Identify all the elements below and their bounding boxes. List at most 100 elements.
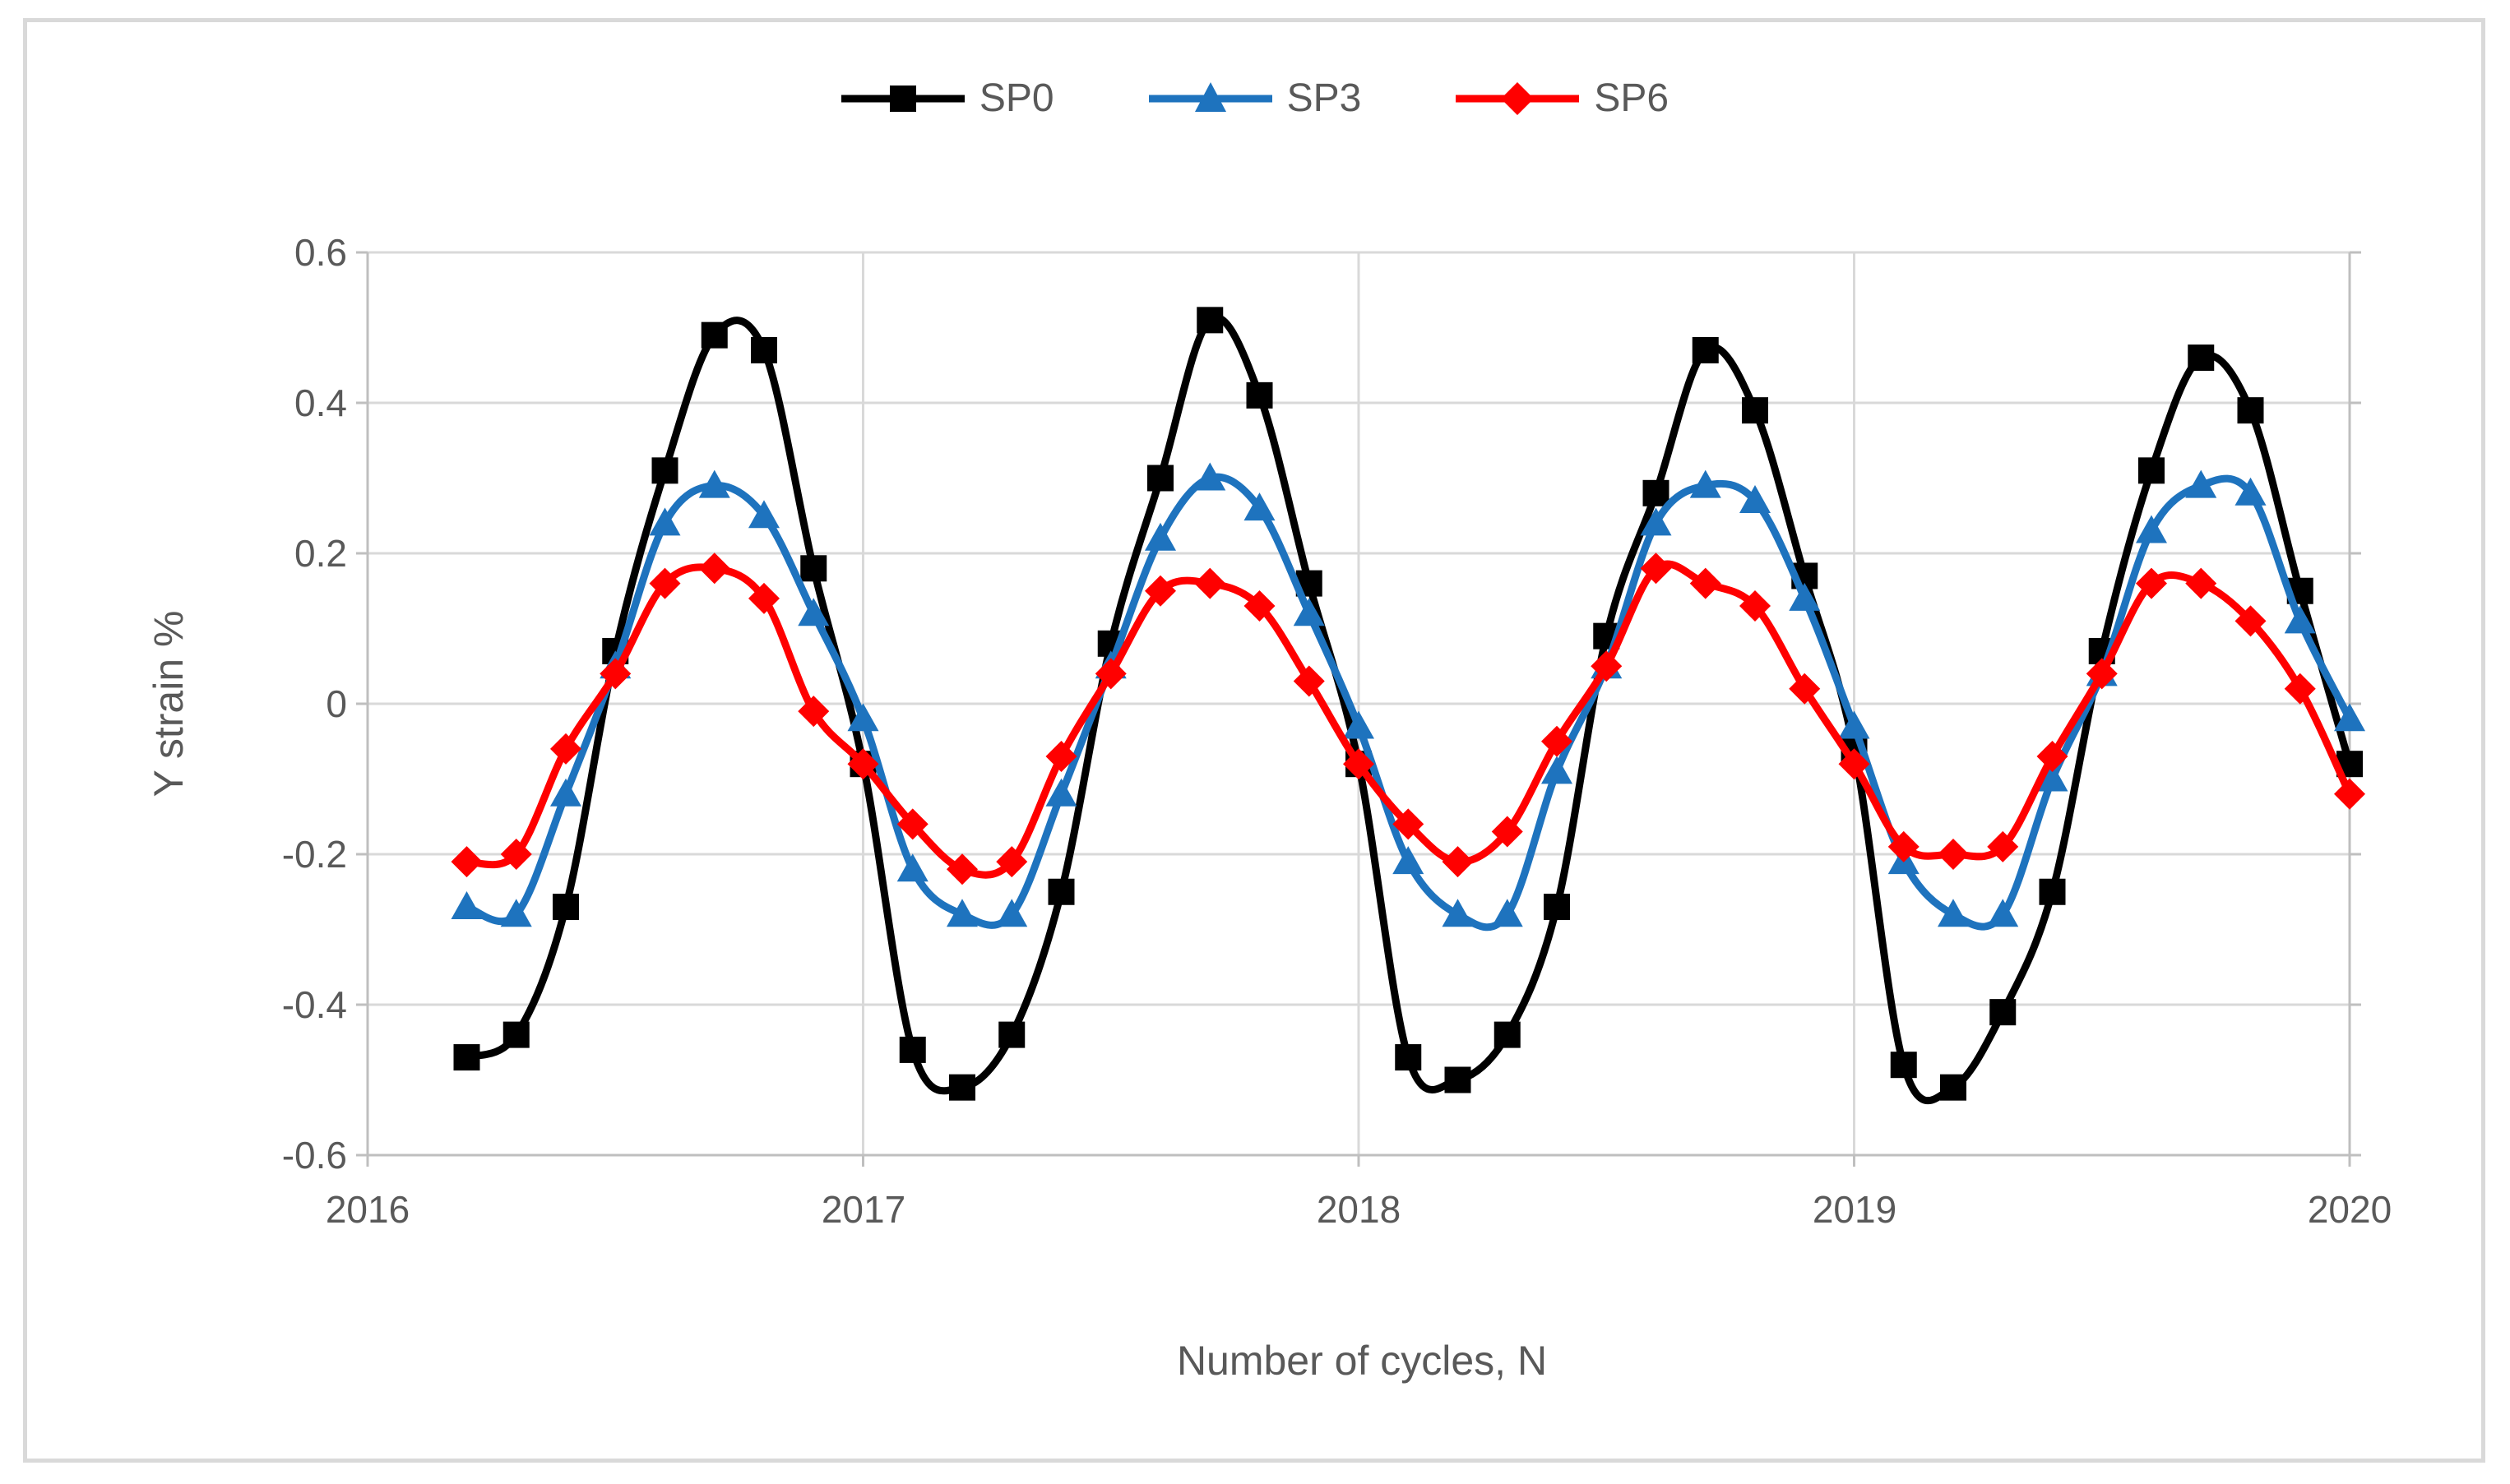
marker-triangle-SP3 [2185,469,2217,498]
x-tick-label: 2017 [821,1188,906,1231]
marker-diamond-SP6 [1442,846,1474,878]
marker-square-SP0 [1890,1052,1917,1079]
y-tick-label: -0.2 [281,833,347,876]
marker-diamond-SP6 [996,846,1028,878]
marker-square-SP0 [998,1021,1026,1048]
marker-triangle-SP3 [698,469,730,498]
marker-square-SP0 [1197,307,1224,334]
marker-square-SP0 [2188,344,2215,372]
marker-square-SP0 [899,1036,926,1063]
marker-diamond-SP6 [1392,808,1424,840]
marker-diamond-SP6 [1145,575,1176,607]
marker-diamond-SP6 [2334,778,2365,810]
marker-triangle-SP3 [1392,846,1424,875]
marker-square-SP0 [1395,1044,1422,1071]
marker-diamond-SP6 [798,696,830,728]
marker-triangle-SP3 [1938,899,1969,927]
legend-marker-square-icon [841,85,965,112]
marker-triangle-SP3 [1293,598,1325,626]
marker-triangle-SP3 [748,500,780,529]
marker-triangle-SP3 [1689,469,1721,498]
legend-item-sp0: SP0 [841,76,1054,121]
marker-diamond-SP6 [2284,673,2316,705]
x-tick-label: 2018 [1316,1188,1401,1231]
legend-marker-diamond-icon [1456,81,1580,115]
marker-diamond-SP6 [1095,658,1127,690]
marker-triangle-SP3 [649,507,681,536]
marker-square-SP0 [1742,397,1768,424]
marker-square-SP0 [2237,397,2264,424]
marker-square-SP0 [751,336,777,363]
marker-triangle-SP3 [1194,462,1226,491]
y-tick-label: 0 [326,682,347,725]
marker-diamond-SP6 [1739,590,1771,622]
marker-diamond-SP6 [1491,816,1523,848]
marker-diamond-SP6 [451,846,483,878]
marker-square-SP0 [2039,878,2066,905]
y-tick-label: 0.4 [294,381,347,424]
marker-diamond-SP6 [1243,590,1276,622]
marker-diamond-SP6 [1045,741,1077,773]
marker-triangle-SP3 [1145,522,1176,551]
marker-diamond-SP6 [1293,665,1325,697]
y-axis-title: Y strain % [146,610,192,797]
marker-diamond-SP6 [1987,830,2019,862]
marker-diamond-SP6 [1640,552,1672,585]
marker-triangle-SP3 [947,899,978,927]
y-tick-label: 0.2 [294,532,347,575]
marker-square-SP0 [1692,336,1719,363]
marker-triangle-SP3 [1442,899,1474,927]
legend-item-sp3: SP3 [1148,76,1361,121]
marker-square-SP0 [502,1021,530,1048]
marker-diamond-SP6 [947,853,978,885]
series-line-SP0 [463,314,2354,1105]
marker-diamond-SP6 [1887,830,1920,862]
y-tick-label: -0.4 [281,983,347,1026]
marker-square-SP0 [651,457,678,484]
marker-square-SP0 [1444,1066,1471,1093]
marker-triangle-SP3 [1045,778,1077,807]
marker-square-SP0 [1989,999,2017,1026]
marker-square-SP0 [1048,878,1075,905]
legend: SP0 SP3 SP6 [0,76,2510,121]
marker-diamond-SP6 [1689,567,1721,599]
marker-triangle-SP3 [1739,484,1771,513]
marker-diamond-SP6 [698,552,730,585]
legend-label: SP6 [1594,76,1669,120]
marker-diamond-SP6 [649,567,681,599]
marker-triangle-SP3 [798,598,830,626]
marker-diamond-SP6 [1591,650,1623,682]
marker-square-SP0 [453,1044,480,1071]
marker-triangle-SP3 [2036,763,2068,792]
x-axis-title: Number of cycles, N [1176,1338,1548,1384]
x-tick-label: 2016 [325,1188,410,1231]
x-tick-label: 2019 [1812,1188,1897,1231]
marker-diamond-SP6 [2136,567,2167,599]
marker-square-SP0 [1940,1074,1966,1101]
marker-diamond-SP6 [600,658,632,690]
figure-border [23,18,2485,1463]
marker-diamond-SP6 [550,733,581,765]
marker-triangle-SP3 [2136,515,2167,543]
marker-diamond-SP6 [2086,658,2118,690]
marker-square-SP0 [2138,457,2165,484]
marker-diamond-SP6 [896,808,929,840]
marker-diamond-SP6 [1838,748,1870,780]
marker-diamond-SP6 [1194,567,1226,599]
legend-label: SP0 [979,76,1054,120]
marker-triangle-SP3 [1789,582,1821,611]
marker-square-SP0 [701,321,728,349]
marker-diamond-SP6 [1343,748,1374,780]
marker-square-SP0 [800,555,827,582]
marker-square-SP0 [553,894,579,921]
marker-square-SP0 [1493,1021,1521,1048]
marker-diamond-SP6 [500,839,532,870]
marker-triangle-SP3 [2234,477,2267,506]
marker-diamond-SP6 [1789,673,1821,705]
y-tick-label: 0.6 [294,231,347,274]
marker-diamond-SP6 [847,748,879,780]
marker-square-SP0 [1544,894,1570,921]
marker-square-SP0 [1147,465,1174,492]
marker-triangle-SP3 [847,703,879,732]
